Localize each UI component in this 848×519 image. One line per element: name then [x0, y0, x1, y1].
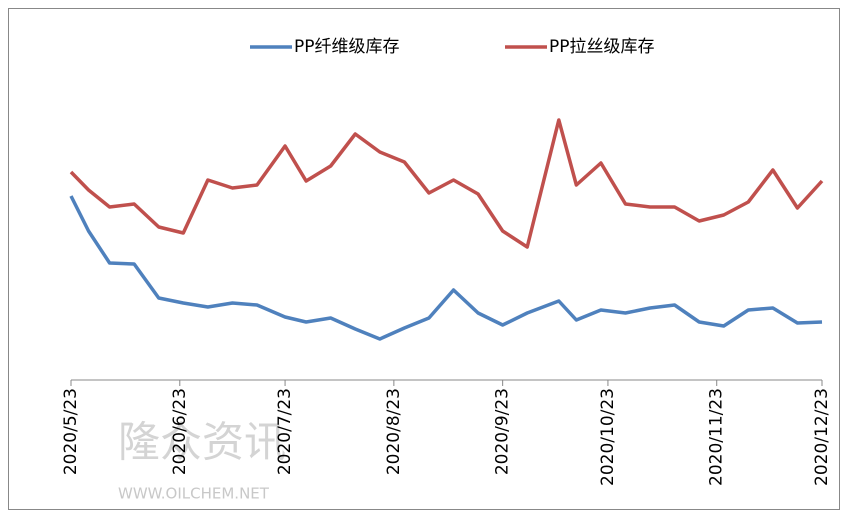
- x-tick-label: 2020/5/23: [61, 388, 81, 475]
- x-tick-label: 2020/8/23: [384, 388, 404, 475]
- watermark-url: WWW.OILCHEM.NET: [118, 485, 270, 503]
- x-tick-label: 2020/12/23: [812, 388, 832, 486]
- line-series: [69, 118, 824, 249]
- x-tick-label: 2020/6/23: [170, 388, 190, 475]
- x-tick-label: 2020/11/23: [707, 388, 727, 486]
- legend-label: PP纤维级库存: [294, 37, 400, 57]
- x-tick-label: 2020/9/23: [493, 388, 513, 475]
- legend-label: PP拉丝级库存: [549, 37, 655, 57]
- x-tick-label: 2020/7/23: [275, 388, 295, 475]
- line-series: [69, 195, 823, 341]
- x-tick-label: 2020/10/23: [598, 388, 618, 486]
- watermark-title: 隆众资讯: [118, 418, 286, 467]
- chart-frame: [8, 8, 840, 510]
